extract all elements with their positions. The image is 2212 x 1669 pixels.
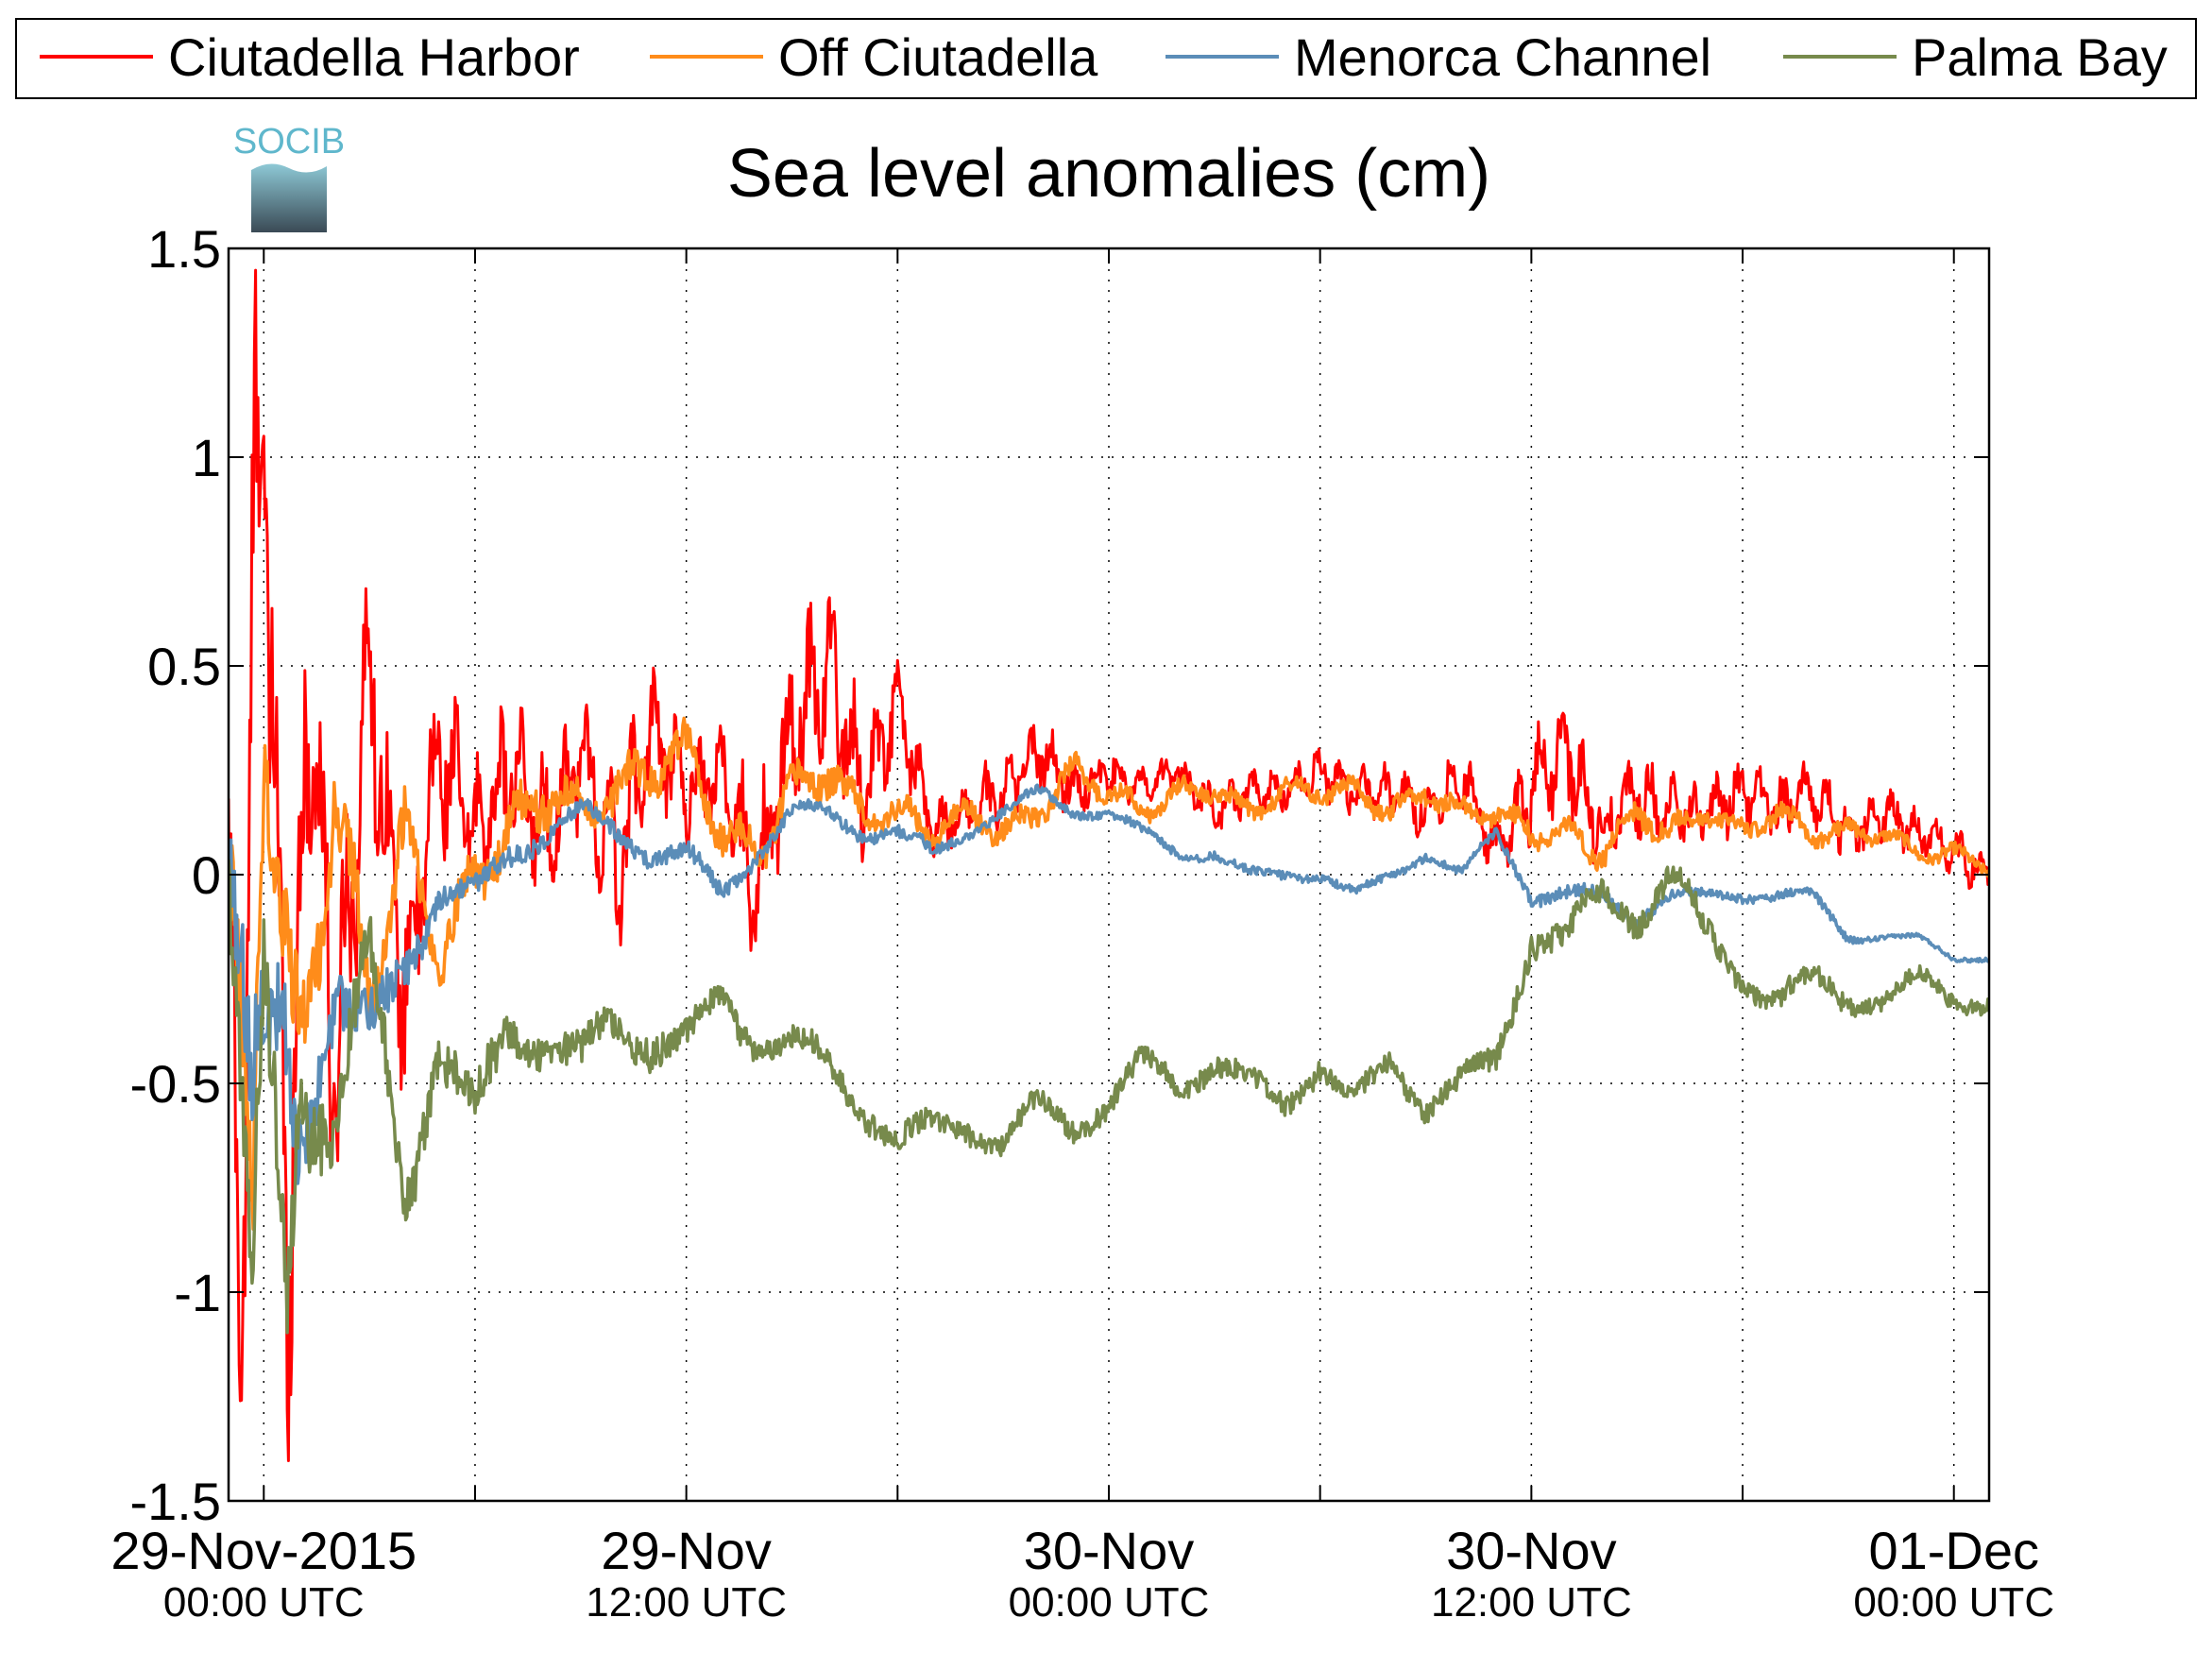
legend-label: Palma Bay <box>1912 27 2168 87</box>
x-tick-label-date: 01-Dec <box>1868 1521 2039 1580</box>
logo-wave <box>251 163 327 232</box>
y-tick-labels: -1.5 -1 -0.5 0 0.5 1 1.5 <box>130 219 222 1531</box>
x-tick-label-time: 00:00 UTC <box>1009 1579 1210 1626</box>
series-line-ciutadella-harbor <box>229 268 1989 1462</box>
x-tick-label-date: 30-Nov <box>1446 1521 1617 1580</box>
y-tick-label: 1.5 <box>147 219 221 279</box>
axis-ticks <box>229 247 1989 1502</box>
y-tick-label: 1 <box>192 428 221 487</box>
series-line-palma-bay <box>229 859 1989 1335</box>
y-tick-label: 0 <box>192 845 221 905</box>
x-tick-label-time: 12:00 UTC <box>1431 1579 1632 1626</box>
y-tick-label: 0.5 <box>147 637 221 696</box>
socib-logo: SOCIB <box>233 122 345 232</box>
x-tick-label-date: 29-Nov-2015 <box>111 1521 417 1580</box>
x-tick-label-time: 12:00 UTC <box>586 1579 787 1626</box>
legend-label: Menorca Channel <box>1294 27 1711 87</box>
series-line-off-ciutadella <box>229 716 1989 1231</box>
y-tick-label: -1.5 <box>130 1472 222 1531</box>
x-tick-label-time: 00:00 UTC <box>1853 1579 2054 1626</box>
series-lines <box>229 268 1989 1462</box>
logo-text: SOCIB <box>233 122 345 162</box>
y-tick-label: -0.5 <box>130 1054 222 1114</box>
x-tick-label-time: 00:00 UTC <box>163 1579 365 1626</box>
chart-title: Sea level anomalies (cm) <box>727 136 1490 212</box>
x-tick-label-date: 30-Nov <box>1024 1521 1195 1580</box>
legend-label: Off Ciutadella <box>778 27 1098 87</box>
legend: Ciutadella Harbor Off Ciutadella Menorca C… <box>15 18 2197 99</box>
y-tick-label: -1 <box>174 1263 221 1322</box>
series-line-menorca-channel <box>229 783 1989 1185</box>
x-tick-label-date: 29-Nov <box>601 1521 772 1580</box>
legend-label: Ciutadella Harbor <box>168 27 580 87</box>
